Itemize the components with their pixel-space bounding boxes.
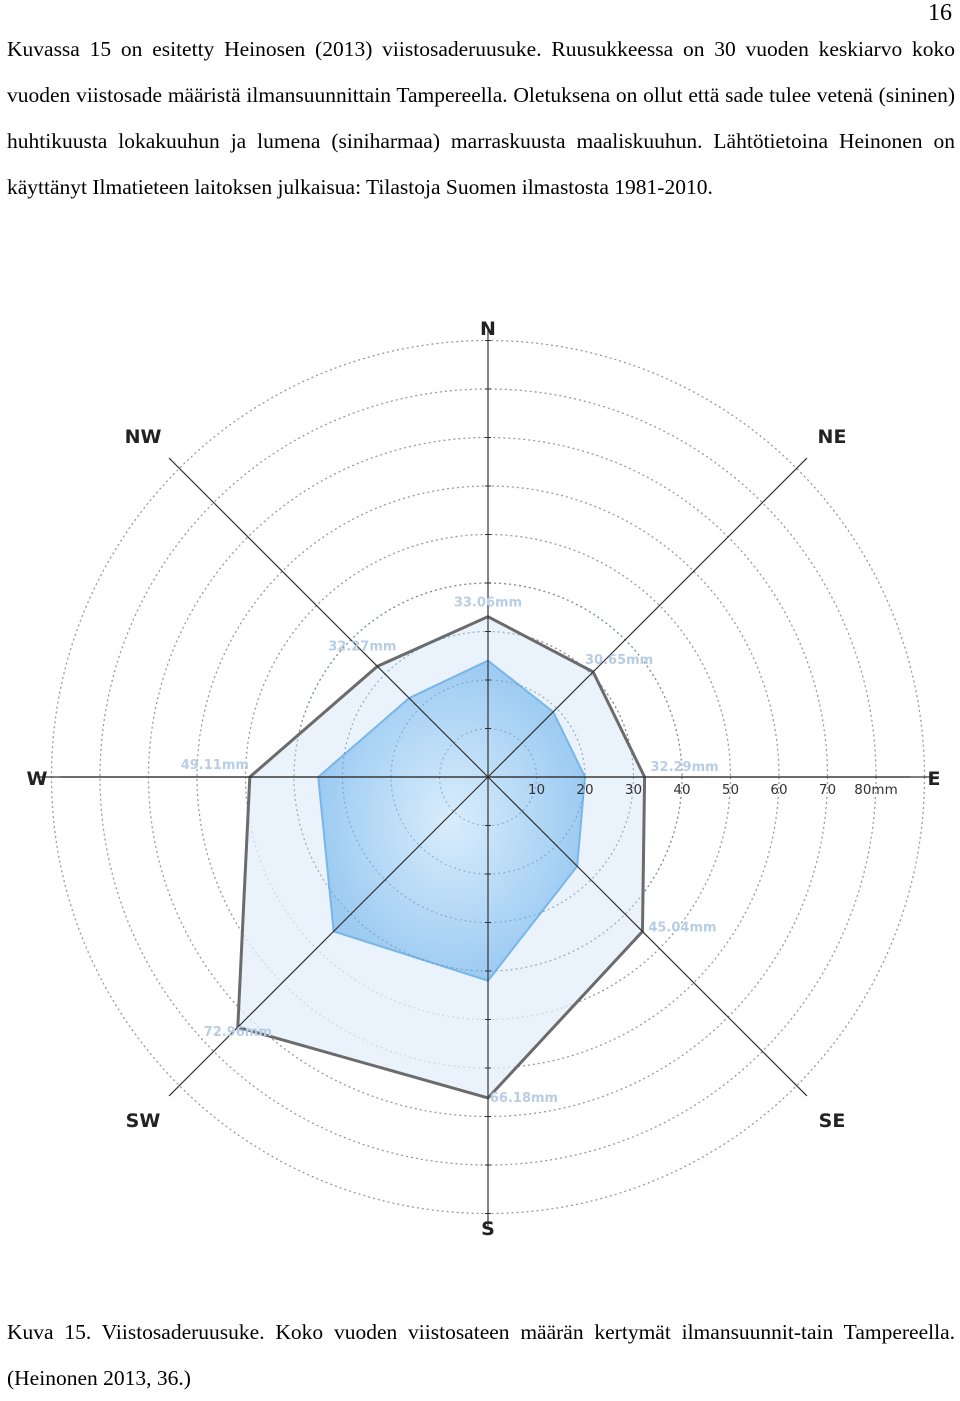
direction-label-ne: NE	[818, 426, 847, 448]
value-label-n: 33.06mm	[454, 596, 522, 611]
value-label-e: 32.29mm	[650, 760, 718, 775]
axis-line-se	[487, 776, 808, 1097]
direction-label-n: N	[480, 318, 496, 340]
figure-caption: Kuva 15. Viistosaderuusuke. Koko vuoden …	[7, 1320, 955, 1390]
direction-label-s: S	[481, 1218, 495, 1240]
radial-tick-label: 40	[673, 782, 690, 798]
radial-tick-label: 70	[819, 782, 836, 798]
direction-label-w: W	[27, 768, 48, 790]
value-label-ne: 30.65mm	[585, 653, 653, 668]
radial-tick-label: 20	[576, 782, 593, 798]
rain-rose-figure: 10 20 30 40 50 60 70 80mm 33.06mm 30.65mm 32.29mm…	[0, 300, 960, 1260]
axis-line-sw	[168, 776, 489, 1097]
value-label-sw: 72.96mm	[204, 1025, 272, 1040]
value-label-nw: 32.27mm	[328, 639, 396, 654]
axis-line-ne	[487, 457, 808, 778]
radial-tick-label: 50	[722, 782, 739, 798]
rain-rose-chart: 10 20 30 40 50 60 70 80mm 33.06mm 30.65mm 32.29mm…	[27, 318, 941, 1240]
value-label-se: 45.04mm	[648, 920, 716, 935]
page-number: 16	[928, 0, 952, 26]
radial-tick-label: 10	[528, 782, 545, 798]
direction-label-sw: SW	[126, 1110, 161, 1132]
direction-label-e: E	[928, 768, 941, 790]
direction-label-nw: NW	[125, 426, 162, 448]
radial-tick-label: 60	[770, 782, 787, 798]
radial-tick-label: 80mm	[854, 782, 897, 798]
body-paragraph: Kuvassa 15 on esitetty Heinosen (2013) v…	[7, 37, 955, 199]
radial-tick-label: 30	[625, 782, 642, 798]
value-label-w: 49.11mm	[181, 758, 249, 773]
value-label-s: 66.18mm	[490, 1091, 558, 1106]
axis-line-nw	[168, 457, 489, 778]
direction-label-se: SE	[819, 1110, 846, 1132]
